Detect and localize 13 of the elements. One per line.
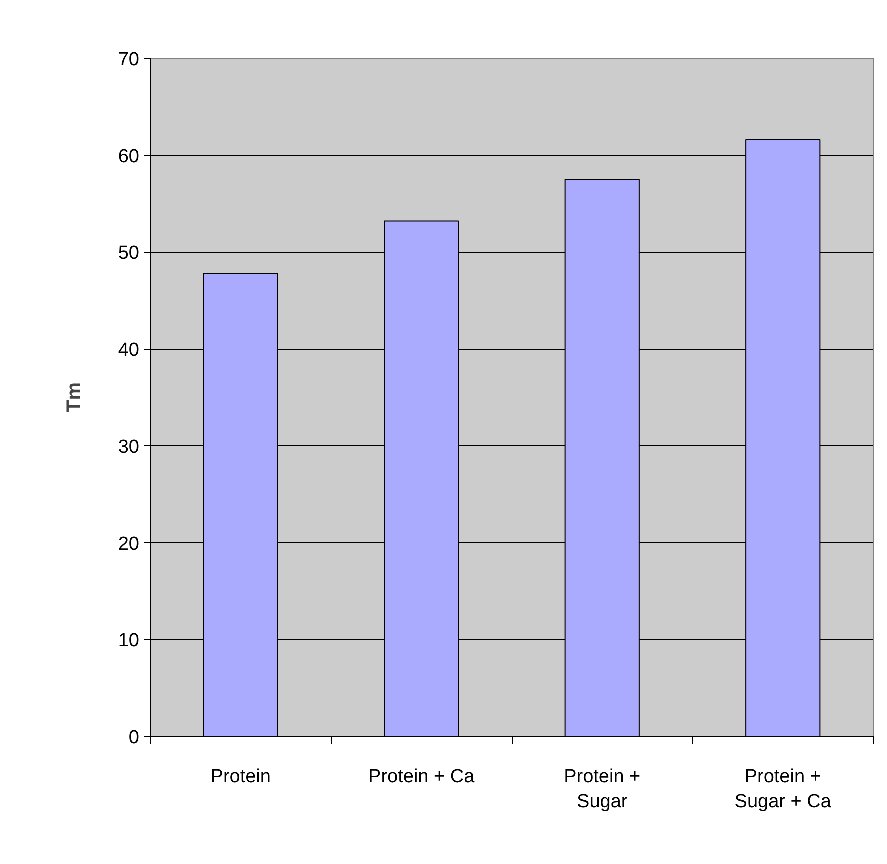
y-tick-label: 40 bbox=[118, 340, 140, 362]
x-tick-label: Protein + Ca bbox=[368, 766, 476, 788]
y-tick-label: 10 bbox=[118, 630, 140, 652]
y-axis-title: Tm bbox=[63, 382, 86, 412]
x-tick-label: Protein + Sugar + Ca bbox=[734, 766, 832, 813]
x-tick-label: Protein bbox=[210, 766, 271, 788]
y-tick-label: 30 bbox=[118, 436, 140, 458]
y-tick-label: 20 bbox=[118, 534, 140, 555]
y-tick-label: 50 bbox=[118, 243, 140, 264]
y-tick-label: 0 bbox=[128, 728, 140, 748]
y-tick-label: 70 bbox=[118, 50, 140, 70]
y-tick-label: 60 bbox=[118, 146, 140, 168]
x-tick-label: Protein + Sugar bbox=[564, 766, 641, 813]
